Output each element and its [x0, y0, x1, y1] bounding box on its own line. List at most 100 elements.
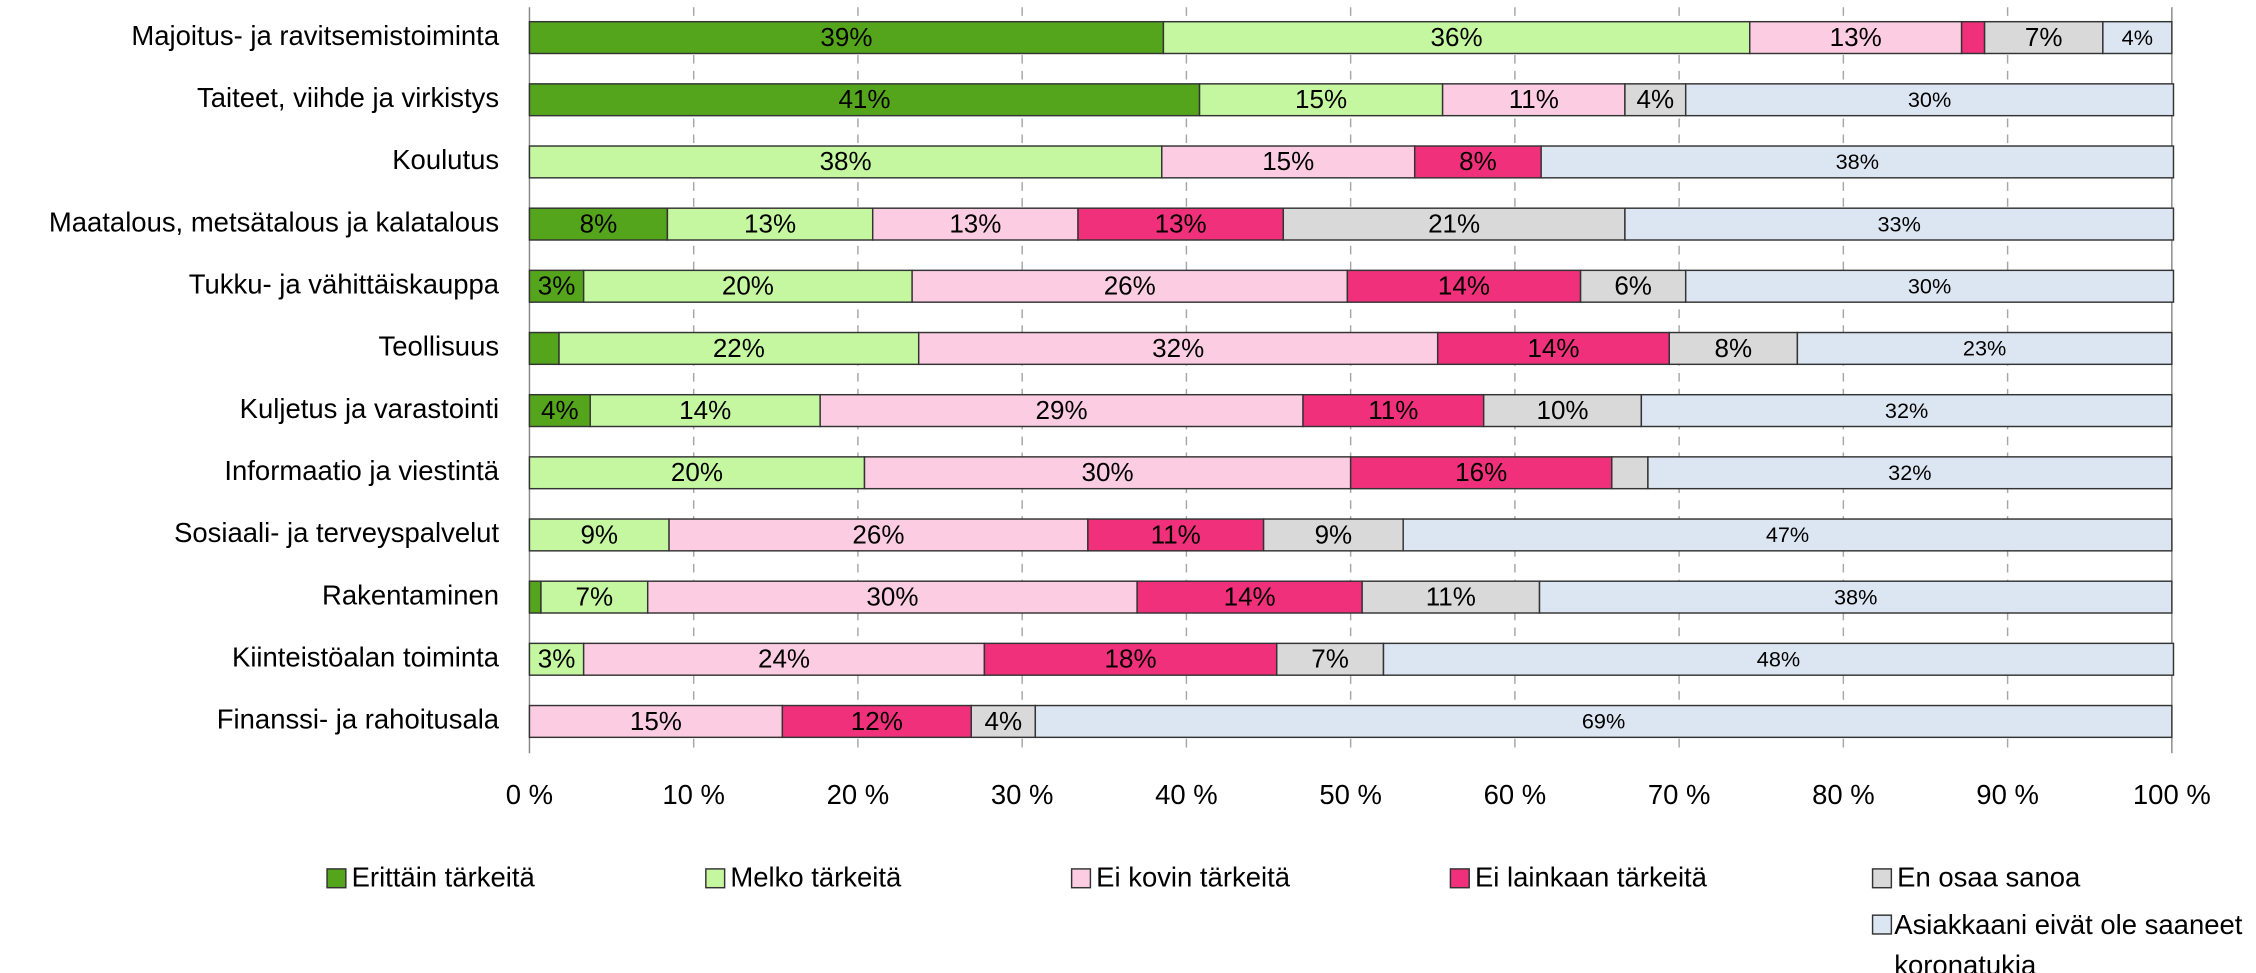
bar-segment [528, 145, 1163, 179]
value-label: 14% [1224, 581, 1276, 611]
bar-segment [1640, 393, 2173, 428]
value-label: 21% [1428, 208, 1480, 238]
x-tick-label: 90 % [1976, 779, 2039, 810]
bar-segment [983, 642, 1278, 676]
value-label: 11% [1426, 581, 1476, 611]
category-label: Koulutus [392, 144, 499, 175]
bar-segment [1361, 580, 1541, 614]
value-label: 15% [630, 706, 682, 736]
value-label: 15% [1295, 84, 1347, 114]
bar-segment [2102, 20, 2173, 55]
bar-segment [528, 456, 866, 490]
bar-segment [528, 207, 669, 241]
value-label: 20% [671, 457, 723, 487]
bar-segment [1136, 580, 1363, 614]
bar-segment [1413, 145, 1542, 179]
bar-segment [589, 393, 821, 428]
bar-segment [1684, 83, 2175, 117]
value-label: 38% [820, 146, 872, 176]
bar-segment [1668, 331, 1799, 366]
bar-segment [1034, 704, 2173, 739]
value-label: 48% [1757, 646, 1800, 671]
bar-segment [646, 580, 1138, 614]
value-label: 30% [1908, 273, 1951, 298]
x-tick-label: 20 % [827, 779, 890, 810]
value-label: 7% [1311, 644, 1349, 674]
value-label: 69% [1582, 709, 1625, 734]
bar-segment [871, 207, 1079, 241]
category-label: Finanssi- ja rahoitusala [217, 704, 500, 735]
x-tick-label: 60 % [1484, 779, 1547, 810]
bar-segment [528, 518, 670, 552]
value-label: 38% [1834, 584, 1877, 609]
value-label: 32% [1885, 398, 1928, 423]
bar-segment [1960, 20, 1986, 55]
bar-segment [528, 331, 560, 366]
category-label: Majoitus- ja ravitsemistoiminta [131, 20, 499, 51]
category-label: Rakentaminen [322, 579, 499, 610]
value-label: 8% [1715, 333, 1753, 363]
bar-segment [863, 456, 1352, 490]
value-label: 23% [1963, 336, 2006, 361]
value-label: 15% [1262, 146, 1314, 176]
category-label: Kiinteistöalan toiminta [232, 642, 500, 673]
x-tick-label: 100 % [2133, 779, 2211, 810]
value-label: 47% [1766, 522, 1809, 547]
category-label: Sosiaali- ja terveyspalvelut [174, 517, 499, 548]
x-tick-label: 80 % [1812, 779, 1875, 810]
legend-swatch [1449, 868, 1470, 889]
value-label: 24% [758, 644, 810, 674]
value-label: 13% [949, 208, 1001, 238]
bar-segment [1282, 207, 1626, 241]
value-label: 20% [722, 271, 774, 301]
value-label: 4% [2122, 25, 2153, 50]
category-label: Kuljetus ja varastointi [240, 393, 499, 424]
legend-swatch [1871, 868, 1893, 889]
value-label: 14% [1527, 333, 1579, 363]
bar-segment [1540, 145, 2175, 179]
bar-segment [540, 580, 649, 614]
legend-label: En osaa sanoa [1897, 861, 2081, 892]
value-label: 8% [580, 208, 618, 238]
value-label: 30% [866, 581, 918, 611]
bar-segment [1162, 20, 1751, 55]
legend-label-box: Asiakkaani eivät ole saaneet koronatukia [1894, 910, 2243, 973]
value-label: 26% [1104, 271, 1156, 301]
legend-swatch [705, 868, 726, 889]
bar-segment [1436, 331, 1670, 366]
value-label: 26% [852, 519, 904, 549]
bar-segment [666, 207, 874, 241]
value-label: 4% [1637, 84, 1675, 114]
bar-segment [1579, 269, 1687, 303]
value-label: 9% [580, 519, 618, 549]
x-tick-label: 30 % [991, 779, 1054, 810]
bar-segment [1302, 393, 1485, 428]
legend-swatch [1070, 868, 1092, 889]
value-label: 11% [1151, 519, 1201, 549]
value-label: 9% [1315, 519, 1353, 549]
value-label: 7% [2025, 22, 2063, 52]
bar-segment [528, 393, 591, 428]
value-label: 29% [1036, 395, 1088, 425]
value-label: 10% [1536, 395, 1588, 425]
value-label: 14% [679, 395, 731, 425]
legend-label: Ei kovin tärkeitä [1096, 861, 1291, 892]
bar-segment [1346, 269, 1582, 303]
category-label: Tukku- ja vähittäiskauppa [189, 269, 500, 300]
x-tick-label: 0 % [506, 779, 553, 810]
bar-segment [558, 331, 920, 366]
value-label: 14% [1438, 271, 1490, 301]
value-label: 13% [744, 208, 796, 238]
legend-label: Asiakkaani eivät ole saaneet koronatukia [1894, 910, 2243, 973]
legend-label: Melko tärkeitä [730, 861, 902, 892]
x-tick-label: 40 % [1155, 779, 1218, 810]
value-label: 13% [1155, 208, 1207, 238]
value-label: 22% [713, 333, 765, 363]
value-label: 3% [538, 644, 576, 674]
bar-segment [1538, 580, 2173, 614]
value-label: 13% [1830, 22, 1882, 52]
bar-segment [1161, 145, 1416, 179]
x-tick-label: 70 % [1648, 779, 1711, 810]
value-label: 8% [1459, 146, 1497, 176]
